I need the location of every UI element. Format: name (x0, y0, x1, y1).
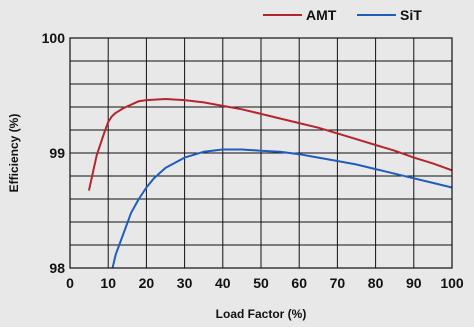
series-layer (88, 98, 452, 268)
x-tick-label: 50 (253, 275, 269, 291)
grid (70, 38, 452, 268)
plot-frame (69, 37, 453, 269)
series-line-amt (88, 98, 452, 191)
x-tick-label: 80 (368, 275, 384, 291)
y-axis-label: Efficiency (%) (7, 114, 21, 193)
legend-label-amt: AMT (306, 7, 337, 23)
x-tick-labels: 0 10 20 30 40 50 60 70 80 90 100 (66, 275, 464, 291)
x-tick-label: 30 (177, 275, 193, 291)
x-tick-label: 10 (100, 275, 116, 291)
x-axis-label: Load Factor (%) (216, 307, 307, 321)
x-tick-label: 90 (406, 275, 422, 291)
x-tick-label: 0 (66, 275, 74, 291)
y-tick-label: 98 (49, 260, 65, 276)
x-tick-label: 100 (440, 275, 464, 291)
x-tick-label: 70 (330, 275, 346, 291)
series-line-sit (111, 148, 452, 268)
y-tick-label: 100 (42, 30, 66, 46)
y-tick-labels: 98 99 100 (42, 30, 66, 276)
legend-label-sit: SiT (400, 7, 422, 23)
x-tick-label: 60 (291, 275, 307, 291)
y-tick-label: 99 (49, 145, 65, 161)
x-tick-label: 20 (139, 275, 155, 291)
legend: AMT SiT (263, 7, 422, 23)
x-tick-label: 40 (215, 275, 231, 291)
